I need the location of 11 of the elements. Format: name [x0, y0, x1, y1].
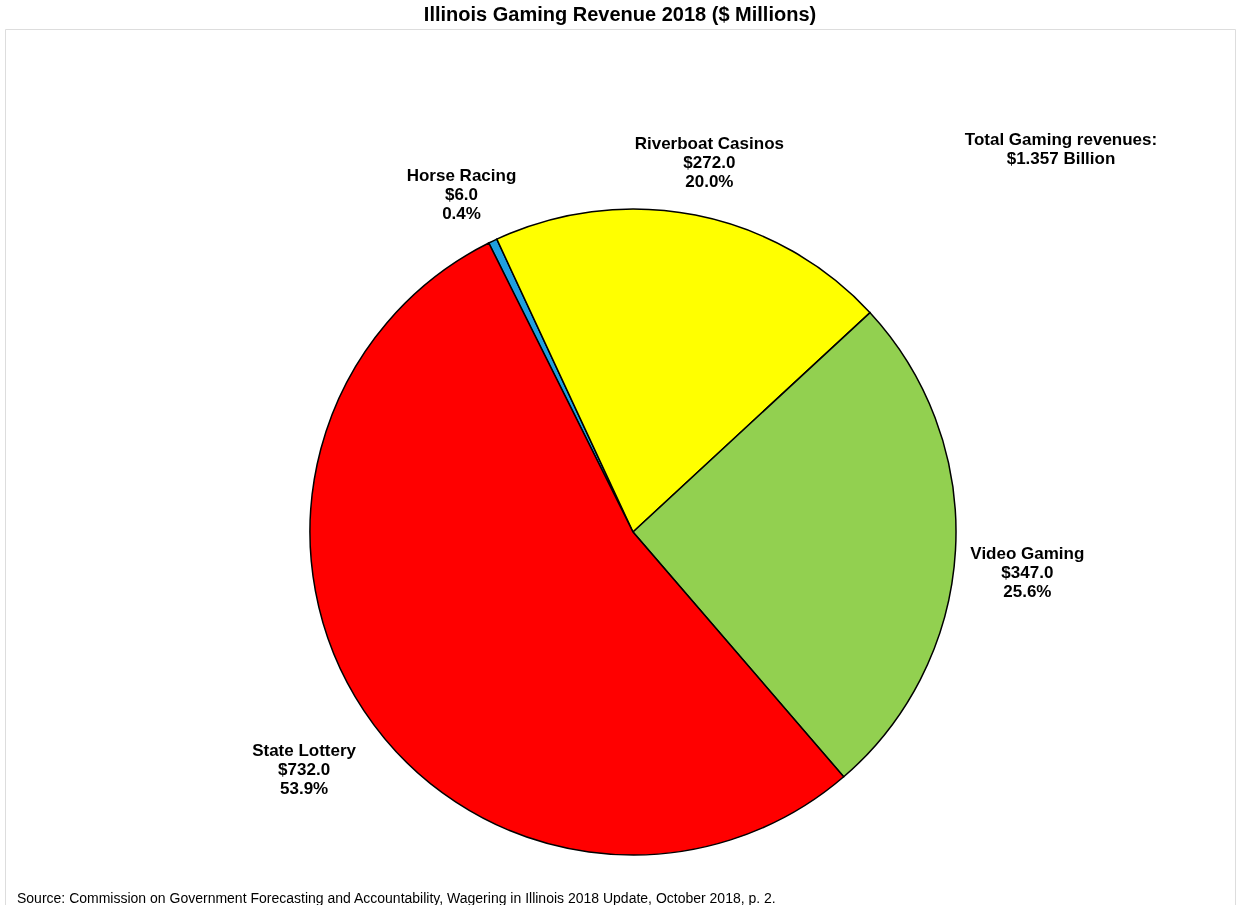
chart-title: Illinois Gaming Revenue 2018 ($ Millions)	[423, 3, 817, 25]
slice-label: Horse Racing	[406, 166, 517, 186]
text: Total Gaming revenues: $1.357 Billion	[964, 130, 1158, 168]
data-label: $272.0 20.0%	[683, 153, 736, 192]
slice-label: Riverboat Casinos	[634, 134, 784, 154]
data-label: $347.0 25.6%	[1001, 563, 1054, 602]
data-label: $6.0 0.4%	[442, 185, 481, 224]
slice-label: State Lottery	[252, 740, 357, 760]
source-note: Source: Commission on Government Forecasting and Accountability, Wagering in Illinois 2018 Update, October 2018, p. 2.	[17, 890, 776, 905]
slice-label: Video Gaming	[970, 544, 1085, 564]
data-label: $732.0 53.9%	[278, 759, 331, 798]
